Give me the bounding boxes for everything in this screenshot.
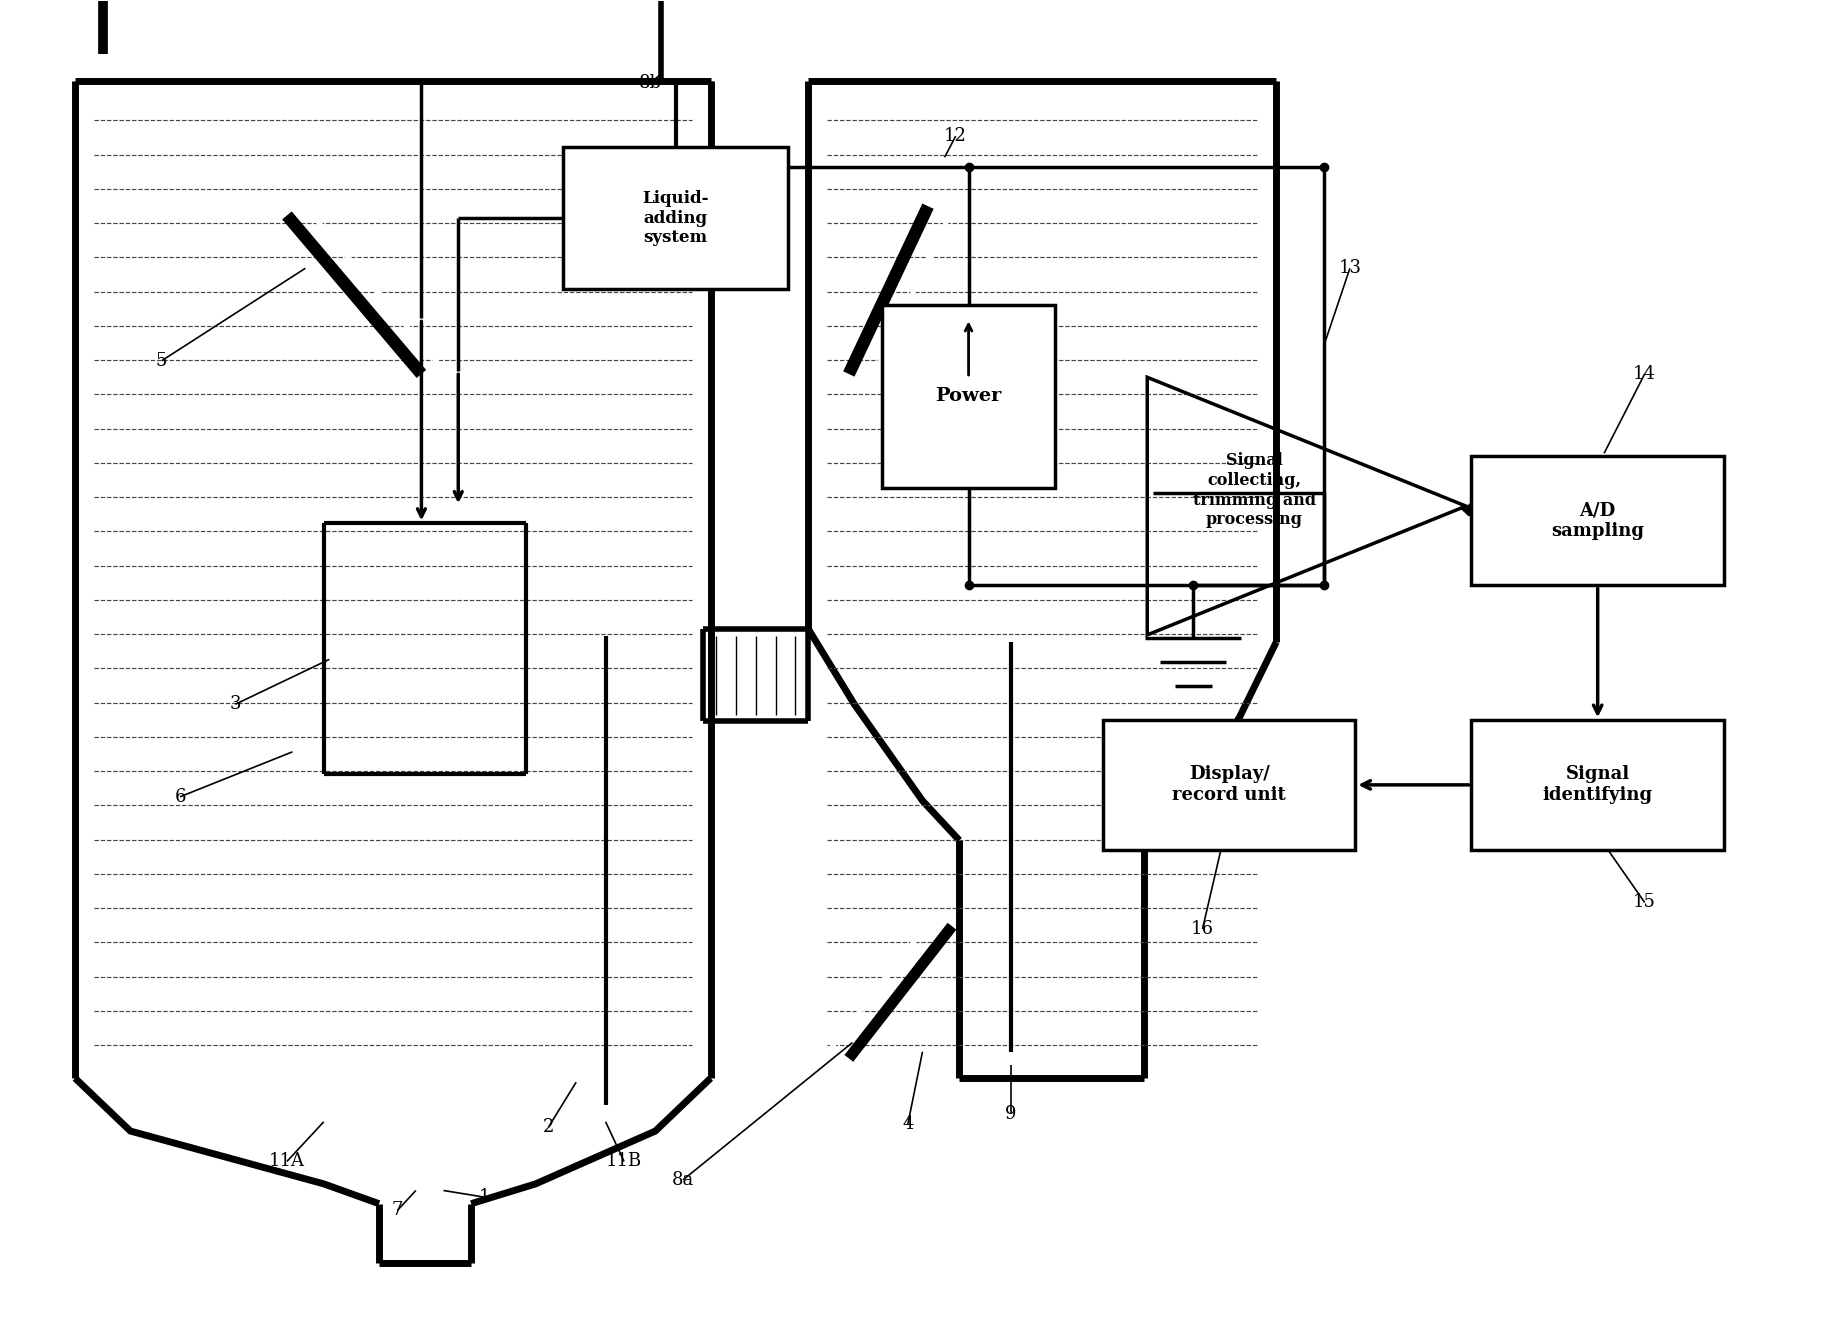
Text: 6: 6 (173, 788, 186, 806)
Bar (1103, 720, 1356, 850)
Text: A/D
sampling: A/D sampling (1552, 502, 1644, 540)
Text: Signal
identifying: Signal identifying (1542, 765, 1653, 804)
Text: 8a: 8a (672, 1170, 694, 1189)
Text: 14: 14 (1633, 365, 1657, 383)
Text: 3: 3 (229, 695, 242, 714)
Text: 5: 5 (157, 352, 168, 369)
Bar (882, 306, 1055, 487)
Text: 12: 12 (945, 127, 967, 146)
Text: 11B: 11B (605, 1152, 642, 1170)
Text: Display/
record unit: Display/ record unit (1172, 765, 1286, 804)
Text: 8b: 8b (638, 74, 661, 93)
Text: 4: 4 (902, 1115, 913, 1133)
Text: 13: 13 (1338, 260, 1362, 277)
Text: 2: 2 (542, 1117, 554, 1136)
Bar (563, 147, 788, 290)
Bar (1472, 455, 1723, 585)
Text: 11A: 11A (269, 1152, 304, 1170)
Bar (1472, 720, 1723, 850)
Text: Liquid-
adding
system: Liquid- adding system (642, 189, 708, 246)
Text: 1: 1 (478, 1188, 489, 1206)
Text: 7: 7 (391, 1201, 404, 1219)
Text: 9: 9 (1006, 1104, 1017, 1123)
Text: Power: Power (935, 388, 1002, 405)
Text: 16: 16 (1192, 920, 1214, 937)
Text: Signal
collecting,
trimming and
processing: Signal collecting, trimming and processi… (1192, 453, 1315, 528)
Text: 15: 15 (1633, 894, 1657, 911)
